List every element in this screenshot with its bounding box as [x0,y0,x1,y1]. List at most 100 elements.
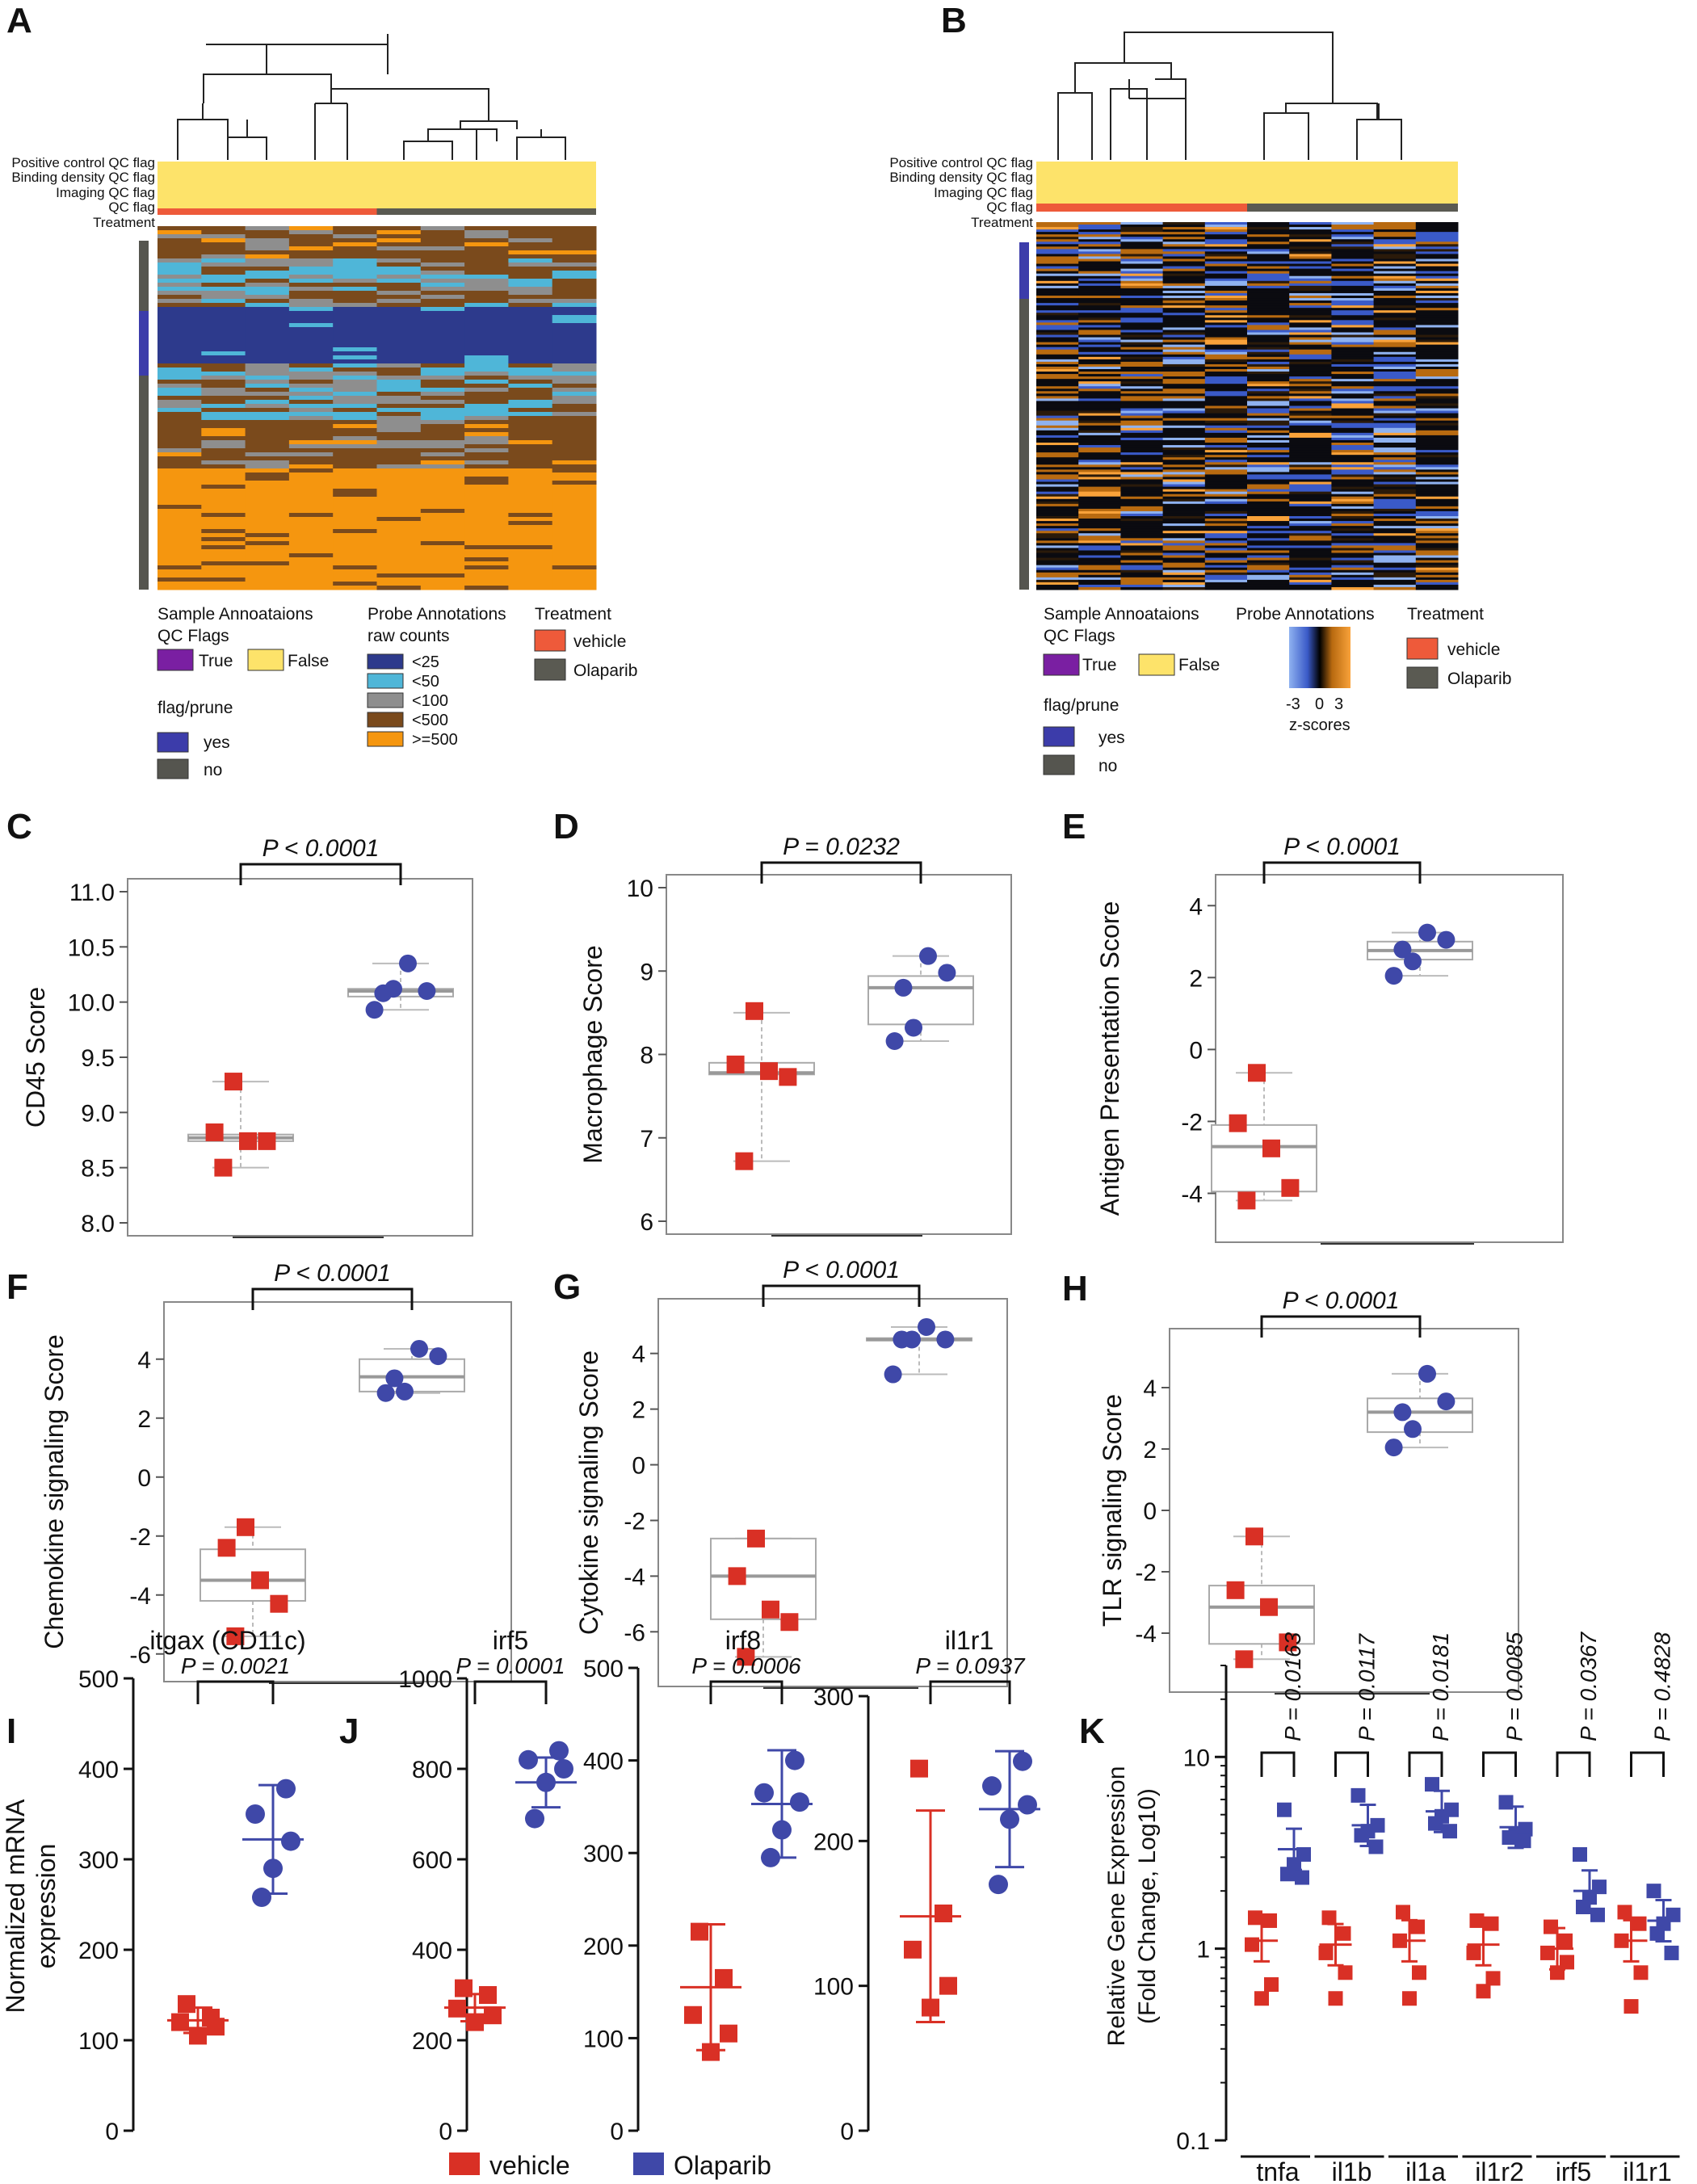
heatmap-a-cell [158,339,202,344]
category-label: il1a [1405,2157,1446,2184]
heatmap-a-cell [333,529,377,534]
heatmap-a-cell [508,537,553,542]
heatmap-b-cell [1331,305,1375,309]
heatmap-a-cell [158,521,202,526]
heatmap-b-cell [1036,435,1079,439]
heatmap-b-cell [1415,445,1459,448]
heatmap-b-cell [1415,303,1459,306]
heatmap-a-cell [245,311,290,316]
heatmap-b-cell [1289,278,1332,282]
heatmap-b-cell [1247,278,1290,282]
heatmap-b-cell [1036,577,1079,581]
heatmap-a-cell [288,230,334,235]
heatmap-b-cell [1078,420,1121,424]
significance-bracket [760,861,922,884]
heatmap-a-cell [552,456,597,461]
heatmap-b-cell [1162,280,1206,284]
heatmap-a-cell [245,331,290,336]
y-tick-label: -4 [1181,1181,1203,1208]
heatmap-b-cell [1289,275,1332,279]
heatmap-b-cell [1373,249,1417,252]
heatmap-a-cell [464,295,509,300]
heatmap-b-cell [1078,379,1121,382]
heatmap-b-cell [1373,508,1417,512]
heatmap-a-cell [333,283,377,288]
heatmap-b-cell [1331,540,1375,544]
heatmap-b-cell [1078,242,1121,245]
heatmap-b-cell [1078,494,1121,498]
heatmap-b-cell [1204,584,1248,588]
heatmap-a-cell [245,359,290,364]
heatmap-b-cell [1331,242,1375,245]
heatmap-a-cell [552,226,597,231]
heatmap-b-cell [1247,376,1290,380]
heatmap-b-cell [1078,369,1121,372]
count-bin-swatch [367,653,404,670]
p-value-label: P = 0.0001 [456,1653,565,1678]
heatmap-b-cell [1331,420,1375,424]
heatmap-b-cell [1162,320,1206,323]
heatmap-b-cell [1036,565,1079,569]
heatmap-a-cell [201,573,246,578]
heatmap-b-cell [1162,432,1206,436]
heatmap-a-cell [201,355,246,360]
heatmap-a-cell [376,416,422,421]
heatmap-b-cell [1289,332,1332,336]
heatmap-a-cell [508,440,553,445]
heatmap-a-cell [420,448,465,453]
heatmap-b-cell [1373,477,1417,480]
heatmap-b-cell [1078,334,1121,338]
heatmap-b-cell [1247,450,1290,453]
heatmap-b-cell [1331,565,1375,569]
heatmap-b-cell [1415,439,1459,443]
heatmap-b-cell [1373,242,1417,245]
heatmap-b-cell [1331,545,1375,548]
y-tick-label: 2 [632,1397,645,1424]
heatmap-a-cell [333,307,377,312]
heatmap-b-cell [1289,545,1332,548]
heatmap-a-cell [464,404,509,409]
y-tick-label: 10 [627,876,653,902]
heatmap-a-cell [201,565,246,570]
heatmap-b-cell [1373,296,1417,299]
heatmap-a-cell [288,254,334,259]
heatmap-b-cell [1331,278,1375,282]
heatmap-b-cell [1036,545,1079,548]
y-tick-label: 8.5 [81,1156,115,1182]
heatmap-b-cell [1036,288,1079,292]
heatmap-b-cell [1036,298,1079,301]
heatmap-b-cell [1331,222,1375,225]
y-tick-label: 9.5 [81,1045,115,1072]
heatmap-b-cell [1373,457,1417,460]
heatmap-a-cell [158,440,202,445]
y-tick-label: 0 [1189,1037,1203,1064]
heatmap-a-cell [288,384,334,388]
heatmap-b-cell [1204,246,1248,250]
heatmap-b-cell [1036,330,1079,333]
heatmap-b-cell [1289,501,1332,505]
heatmap-a-cell [201,529,246,534]
heatmap-b-cell [1120,503,1164,507]
heatmap-b-cell [1331,418,1375,422]
heatmap-b-cell [1120,513,1164,517]
heatmap-b-cell [1036,346,1079,351]
heatmap-b-cell [1204,285,1248,289]
heatmap-b-cell [1120,577,1164,581]
heatmap-a-cell [245,396,290,401]
vehicle-point [1235,1650,1254,1669]
heatmap-b-cell [1204,540,1248,544]
heatmap-a-cell [376,287,422,292]
olaparib-point [399,954,417,972]
p-value-label: P = 0.0937 [915,1653,1026,1678]
heatmap-a-cell [464,355,509,360]
olaparib-point [1384,1438,1403,1457]
heatmap-b-cell [1120,552,1164,556]
heatmap-b-cell [1162,273,1206,277]
heatmap-b-cell [1036,498,1079,502]
heatmap-b-cell [1120,545,1164,548]
heatmap-b-cell [1036,408,1079,412]
heatmap-b-cell [1415,557,1459,561]
heatmap-b-cell [1204,437,1248,441]
heatmap-b-cell [1162,388,1206,392]
heatmap-b-cell [1036,258,1079,262]
